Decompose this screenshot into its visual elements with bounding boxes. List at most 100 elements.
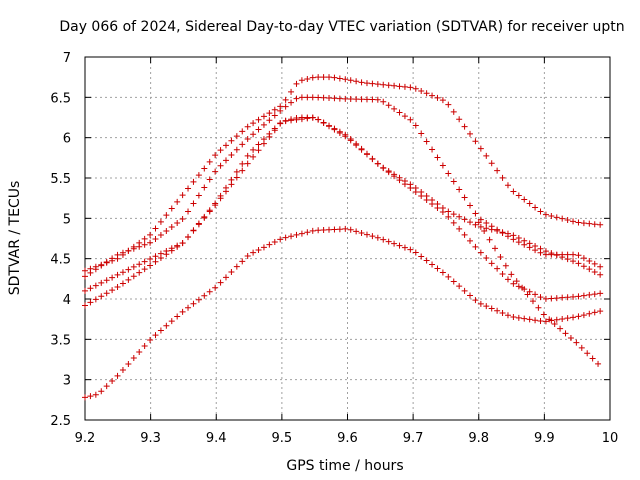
data-point bbox=[580, 263, 587, 270]
data-point bbox=[228, 181, 235, 188]
data-point bbox=[363, 231, 370, 238]
data-point bbox=[141, 235, 148, 242]
data-point bbox=[586, 220, 593, 227]
data-point bbox=[206, 158, 213, 165]
data-point bbox=[429, 201, 436, 208]
data-point bbox=[233, 168, 240, 175]
data-point bbox=[336, 95, 343, 102]
data-point bbox=[195, 221, 202, 228]
data-point bbox=[418, 193, 425, 200]
data-point bbox=[461, 287, 468, 294]
data-point bbox=[374, 96, 381, 103]
data-point bbox=[331, 95, 338, 102]
data-point bbox=[564, 294, 571, 301]
data-point bbox=[271, 127, 278, 134]
data-point bbox=[228, 137, 235, 144]
data-point bbox=[483, 152, 490, 159]
data-point bbox=[185, 304, 192, 311]
data-point bbox=[586, 266, 593, 273]
data-point bbox=[87, 269, 94, 276]
data-point bbox=[380, 236, 387, 243]
data-point bbox=[163, 251, 170, 258]
data-point bbox=[326, 123, 333, 130]
data-point bbox=[119, 249, 126, 256]
data-point bbox=[515, 235, 522, 242]
data-point bbox=[570, 218, 577, 225]
data-point bbox=[515, 192, 522, 199]
data-point bbox=[519, 284, 526, 291]
data-point bbox=[92, 266, 99, 273]
data-point bbox=[87, 285, 94, 292]
data-point bbox=[195, 192, 202, 199]
data-point bbox=[434, 94, 441, 101]
data-point bbox=[347, 226, 354, 233]
data-point bbox=[456, 186, 463, 193]
y-axis-label: SDTVAR / TECUs bbox=[7, 181, 23, 296]
data-point bbox=[567, 334, 574, 341]
data-point bbox=[141, 241, 148, 248]
data-point bbox=[152, 332, 159, 339]
data-point bbox=[185, 208, 192, 215]
data-point bbox=[185, 185, 192, 192]
data-point bbox=[336, 75, 343, 82]
series-4 bbox=[82, 114, 604, 309]
y-tick-label: 6 bbox=[63, 132, 71, 147]
data-point bbox=[456, 225, 463, 232]
data-point bbox=[559, 254, 566, 261]
data-point bbox=[222, 188, 229, 195]
data-point bbox=[309, 227, 316, 234]
data-point bbox=[515, 314, 522, 321]
data-point bbox=[477, 223, 484, 230]
data-point bbox=[434, 154, 441, 161]
data-point bbox=[412, 85, 419, 92]
data-point bbox=[358, 96, 365, 103]
data-point bbox=[255, 147, 262, 154]
data-point bbox=[385, 169, 392, 176]
data-point bbox=[288, 99, 295, 106]
data-point bbox=[136, 269, 143, 276]
data-point bbox=[570, 258, 577, 265]
data-point bbox=[542, 295, 549, 302]
data-point bbox=[201, 292, 208, 299]
data-point bbox=[504, 276, 511, 283]
data-point bbox=[456, 116, 463, 123]
data-point bbox=[315, 94, 322, 101]
data-point bbox=[347, 137, 354, 144]
data-point bbox=[206, 208, 213, 215]
data-point bbox=[125, 266, 132, 273]
data-point bbox=[532, 204, 539, 211]
data-point bbox=[282, 234, 289, 241]
data-point bbox=[326, 95, 333, 102]
data-point bbox=[445, 170, 452, 177]
data-point bbox=[266, 241, 273, 248]
x-tick-label: 9.3 bbox=[140, 431, 161, 446]
data-point bbox=[195, 172, 202, 179]
data-point bbox=[591, 260, 598, 267]
data-point bbox=[456, 283, 463, 290]
data-point bbox=[499, 229, 506, 236]
data-point bbox=[309, 74, 316, 81]
data-point bbox=[190, 178, 197, 185]
data-point bbox=[401, 83, 408, 90]
data-point bbox=[114, 271, 121, 278]
data-point bbox=[486, 236, 493, 243]
data-point bbox=[266, 133, 273, 140]
data-point bbox=[212, 284, 219, 291]
data-point bbox=[540, 311, 547, 318]
x-tick-label: 9.5 bbox=[272, 431, 293, 446]
data-point bbox=[336, 129, 343, 136]
data-point bbox=[513, 278, 520, 285]
data-point bbox=[391, 240, 398, 247]
data-point bbox=[125, 360, 132, 367]
data-point bbox=[244, 136, 251, 143]
data-point bbox=[570, 251, 577, 258]
data-point bbox=[472, 243, 479, 250]
data-point bbox=[363, 151, 370, 158]
data-point bbox=[304, 229, 311, 236]
data-point bbox=[385, 238, 392, 245]
data-point bbox=[597, 263, 604, 270]
data-point bbox=[548, 250, 555, 257]
data-point bbox=[168, 247, 175, 254]
data-point bbox=[239, 167, 246, 174]
data-point bbox=[163, 227, 170, 234]
